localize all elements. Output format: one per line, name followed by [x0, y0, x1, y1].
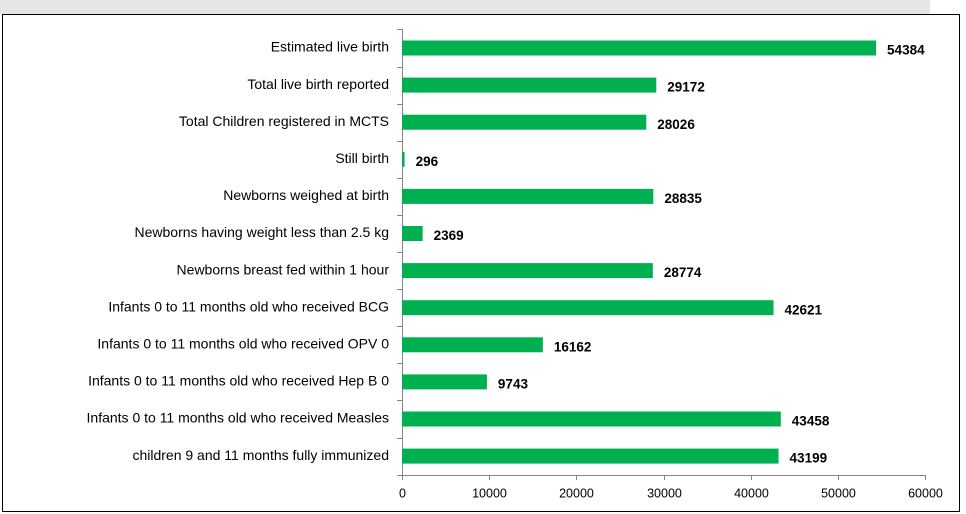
bar — [402, 151, 405, 167]
top-strip — [0, 0, 930, 14]
category-label: Newborns having weight less than 2.5 kg — [135, 224, 389, 240]
category-label: Newborns weighed at birth — [223, 187, 389, 203]
bar — [402, 226, 423, 241]
value-label: 296 — [416, 154, 439, 169]
category-label: Infants 0 to 11 months old who received … — [87, 410, 389, 426]
x-tick-label: 30000 — [647, 486, 682, 500]
value-label: 28835 — [664, 191, 702, 206]
bar — [402, 40, 877, 56]
x-tick-label: 50000 — [821, 486, 856, 500]
value-label: 9743 — [498, 376, 529, 391]
category-label: Estimated live birth — [271, 39, 389, 55]
bar — [402, 374, 487, 390]
x-tick-label: 60000 — [908, 486, 943, 500]
category-label: Still birth — [335, 150, 389, 166]
x-tick-label: 0 — [399, 486, 406, 500]
bar — [402, 263, 653, 279]
x-tick-label: 20000 — [559, 486, 594, 500]
value-label: 42621 — [785, 302, 823, 317]
category-label: Infants 0 to 11 months old who received … — [97, 336, 389, 352]
x-tick-label: 10000 — [472, 486, 507, 500]
bar — [402, 77, 657, 93]
category-label: Total Children registered in MCTS — [179, 113, 389, 129]
category-label: children 9 and 11 months fully immunized — [132, 447, 389, 463]
value-label: 43199 — [790, 451, 828, 466]
bar — [402, 337, 543, 353]
category-label: Newborns breast fed within 1 hour — [177, 261, 390, 277]
value-label: 16162 — [554, 339, 592, 354]
bar — [402, 114, 647, 130]
value-label: 28026 — [657, 117, 695, 132]
value-label: 29172 — [667, 80, 705, 95]
bar — [402, 188, 654, 204]
chart-frame — [2, 14, 960, 512]
bar — [402, 448, 779, 464]
value-label: 2369 — [434, 228, 464, 243]
bar — [402, 411, 781, 427]
category-label: Infants 0 to 11 months old who received … — [88, 373, 389, 389]
value-label: 43458 — [792, 414, 830, 429]
category-label: Infants 0 to 11 months old who received … — [108, 298, 389, 314]
value-label: 54384 — [887, 43, 925, 58]
value-label: 28774 — [664, 265, 702, 280]
bar — [402, 300, 774, 316]
category-label: Total live birth reported — [247, 76, 389, 92]
x-tick-label: 40000 — [734, 486, 769, 500]
